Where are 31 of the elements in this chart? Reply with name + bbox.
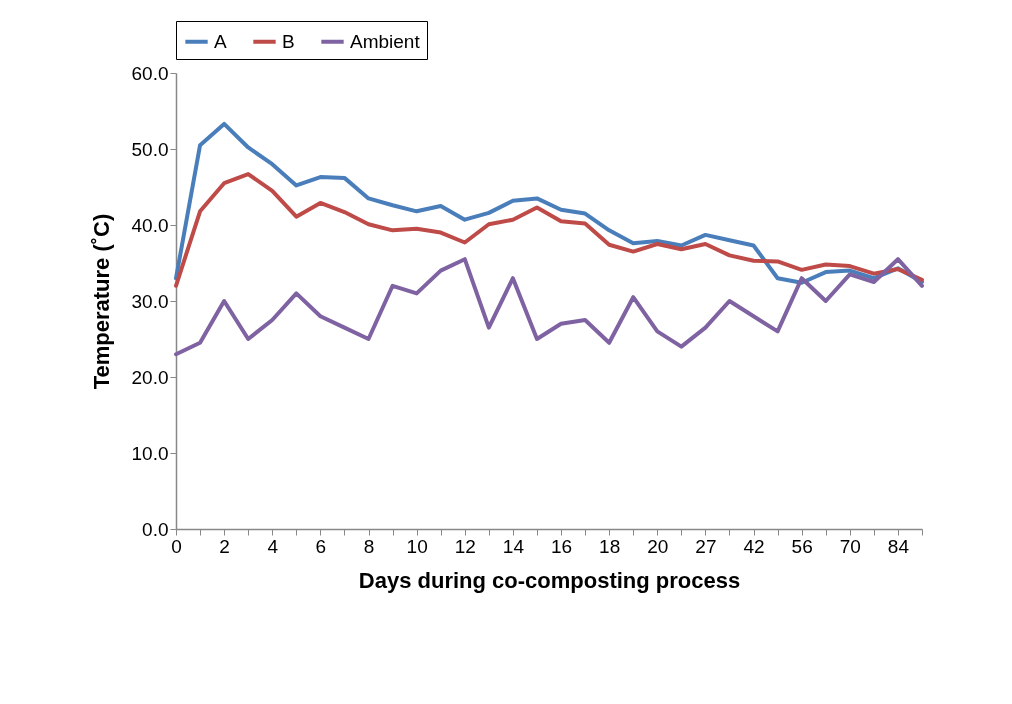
line-series [174, 121, 924, 285]
y-tick-label: 40.0 [131, 214, 169, 236]
legend-label: Ambient [350, 30, 421, 52]
x-tick-label: 12 [454, 535, 476, 557]
y-tick-label: 30.0 [131, 290, 169, 312]
y-tick-label: 20.0 [131, 366, 169, 388]
line-series [174, 172, 924, 288]
y-tick-label: 50.0 [131, 138, 169, 160]
x-tick-label: 56 [791, 535, 813, 557]
x-tick-label: 16 [550, 535, 573, 557]
x-tick-label: 0 [171, 535, 182, 557]
legend-label: A [214, 30, 227, 52]
x-tick-label: 4 [267, 535, 279, 557]
x-tick-label: 70 [839, 535, 861, 557]
y-tick-label: 10.0 [131, 442, 169, 464]
x-tick-label: 6 [315, 535, 327, 557]
x-tick-label: 14 [502, 535, 525, 557]
x-axis-title: Days during co-composting process [358, 567, 741, 593]
x-tick-label: 18 [599, 535, 621, 557]
x-tick-label: 20 [647, 535, 669, 557]
line-series [174, 257, 924, 357]
y-tick-label: 60.0 [131, 62, 169, 84]
x-tick-label: 10 [406, 535, 428, 557]
y-tick-label: 0.0 [142, 518, 169, 540]
x-tick-label: 42 [743, 535, 765, 557]
y-axis-title: Temperature (˚C) [88, 213, 114, 390]
x-tick-label: 8 [363, 535, 375, 557]
x-tick-label: 27 [695, 535, 717, 557]
x-tick-label: 2 [219, 535, 230, 557]
legend-label: B [282, 30, 295, 52]
x-tick-label: 84 [887, 535, 910, 557]
